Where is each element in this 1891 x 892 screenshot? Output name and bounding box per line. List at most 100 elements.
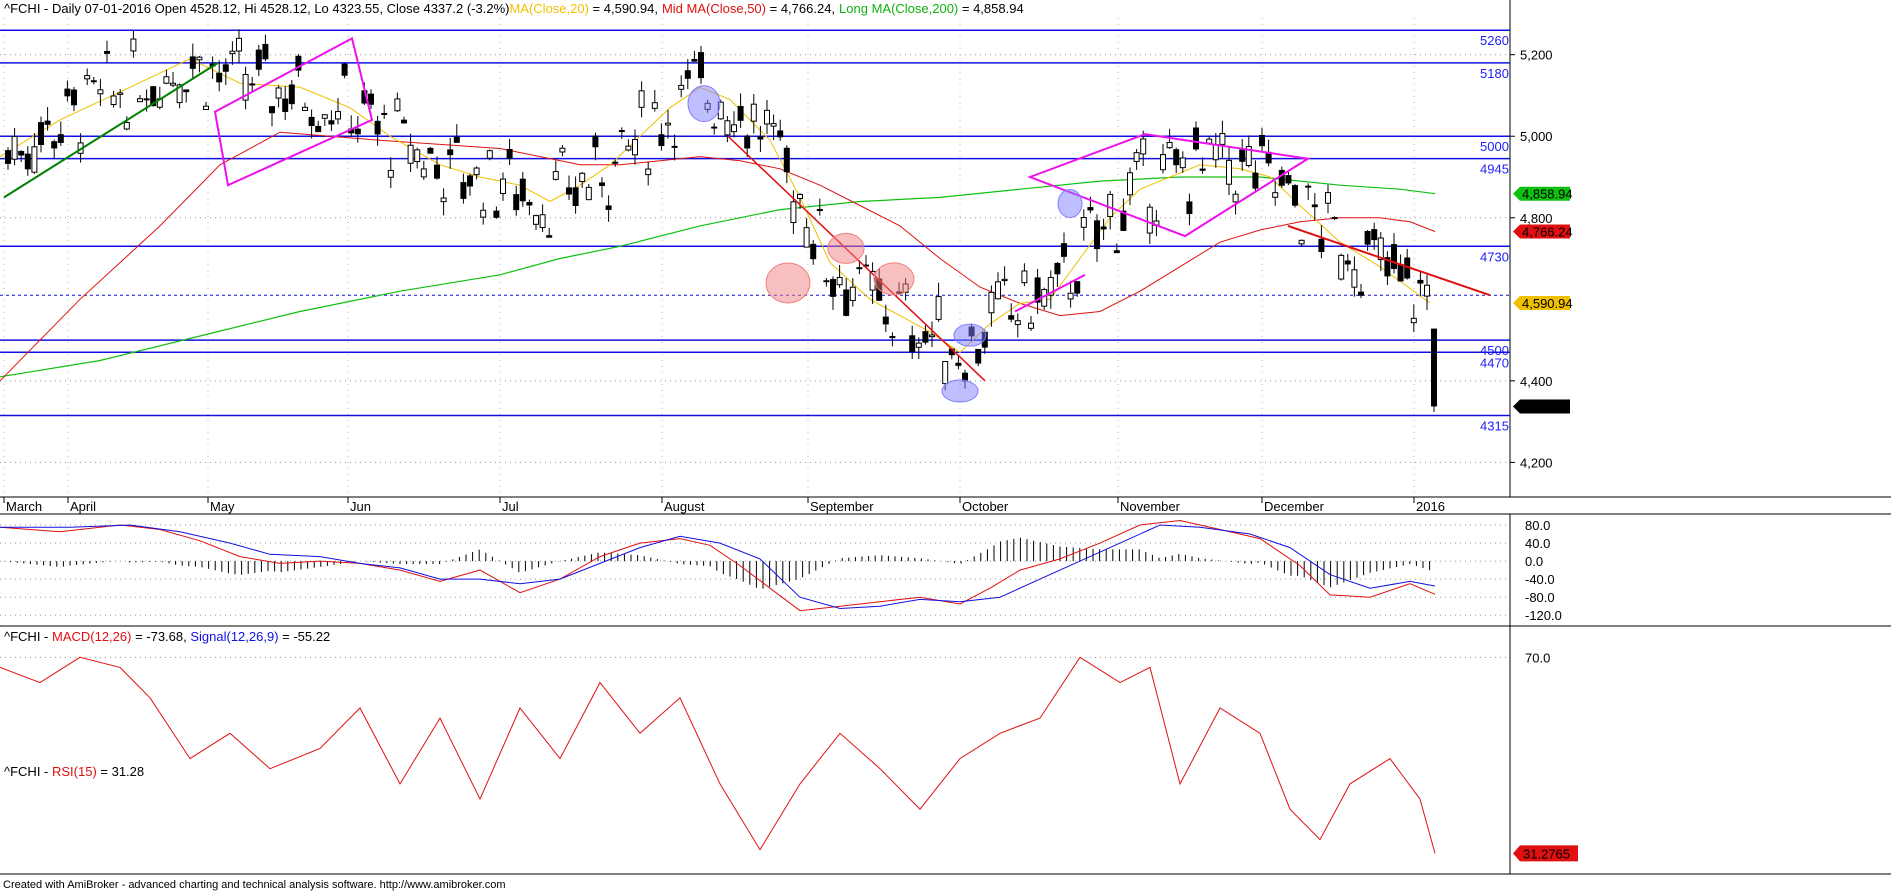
- candle-body: [764, 109, 770, 125]
- candle-body: [618, 130, 625, 133]
- candle-body: [889, 336, 896, 339]
- value-tag-bg: [1513, 224, 1570, 239]
- candle-body: [427, 147, 434, 154]
- highlight-ellipse: [1057, 189, 1083, 218]
- month-label: November: [1120, 499, 1181, 514]
- candle-body: [1067, 292, 1074, 300]
- candle-body: [1377, 237, 1384, 261]
- candle-body: [170, 82, 176, 86]
- candle-body: [414, 149, 421, 163]
- candle-body: [559, 147, 566, 153]
- highlight-ellipse: [827, 232, 865, 264]
- candle-body: [1008, 315, 1015, 320]
- diamond-nov: [1027, 133, 1311, 238]
- candle-body: [526, 201, 533, 206]
- rsi-label: RSI(15): [52, 764, 97, 779]
- candle-body: [909, 335, 916, 352]
- candle-body: [407, 144, 414, 164]
- candle-body: [84, 75, 91, 80]
- price-y-tick-label: 5,000: [1520, 129, 1553, 144]
- candle-body: [196, 56, 203, 61]
- candle-body: [1245, 146, 1252, 166]
- candle-body: [922, 331, 929, 343]
- candle-body: [995, 281, 1001, 300]
- ma200-value: = 4,858.94: [958, 1, 1023, 16]
- candle-body: [1021, 270, 1028, 284]
- candle-body: [1160, 154, 1166, 171]
- candle-body: [1173, 149, 1180, 166]
- candle-body: [150, 86, 157, 107]
- candle-body: [750, 103, 757, 122]
- candle-body: [1278, 169, 1285, 186]
- candle-body: [1140, 138, 1147, 155]
- candle-body: [546, 235, 553, 238]
- candle-body: [678, 84, 685, 90]
- month-label: 2016: [1416, 499, 1445, 514]
- candle-body: [315, 125, 322, 133]
- rsi-value: = 31.28: [97, 764, 144, 779]
- candle-body: [90, 80, 97, 83]
- rsi-value-tag-bg: [1513, 845, 1578, 862]
- candle-body: [1318, 238, 1325, 252]
- candle-body: [1417, 279, 1424, 284]
- candle-body: [203, 105, 209, 111]
- candle-body: [229, 50, 236, 55]
- candle-body: [988, 291, 995, 314]
- candle-body: [638, 90, 645, 108]
- candle-body: [849, 286, 856, 301]
- candle-body: [935, 296, 942, 320]
- candle-body: [533, 215, 539, 225]
- candle-body: [770, 123, 777, 127]
- candle-body: [44, 120, 51, 125]
- candle-body: [130, 38, 137, 52]
- candle-body: [302, 106, 308, 111]
- candle-body: [123, 122, 130, 130]
- value-tag-label: 4,858.94: [1522, 187, 1573, 202]
- candle-body: [262, 43, 269, 60]
- candle-body: [1212, 144, 1219, 161]
- level-label-5180: 5180: [1480, 66, 1509, 81]
- green-trendline: [3, 61, 219, 199]
- candle-body: [110, 95, 117, 106]
- rsi-panel: 70.0 31.2765: [0, 626, 1891, 875]
- month-label: October: [962, 499, 1009, 514]
- candle-body: [1047, 276, 1054, 296]
- candle-body: [513, 194, 520, 211]
- macd-panel: 80.0 40.0 0.0 -40.0 -80.0 -120.0: [0, 513, 1891, 627]
- candle-body: [394, 98, 401, 112]
- month-label: April: [70, 499, 96, 514]
- candle-body: [71, 89, 77, 106]
- candle-body: [295, 55, 302, 71]
- candle-body: [1305, 185, 1312, 188]
- candle-body: [777, 130, 784, 138]
- candle-body: [1331, 217, 1338, 220]
- candle-body: [843, 289, 850, 316]
- month-label: September: [810, 499, 874, 514]
- candle-body: [163, 76, 170, 84]
- candle-body: [942, 360, 949, 385]
- candle-body: [1061, 243, 1067, 257]
- candle-body: [480, 209, 487, 218]
- candle-body: [816, 208, 823, 212]
- candle-body: [1364, 231, 1371, 245]
- candle-body: [1344, 260, 1351, 265]
- rsi-value-tag-label: 31.2765: [1523, 846, 1570, 861]
- price-y-tick-label: 4,400: [1520, 374, 1553, 389]
- rsi-line: [0, 656, 1436, 854]
- candle-body: [1424, 284, 1430, 297]
- last-candle-body: [1431, 328, 1437, 407]
- candle-body: [724, 120, 731, 136]
- red-trendline-dec: [1287, 224, 1491, 297]
- candle-body: [189, 56, 196, 69]
- candle-body: [1397, 264, 1404, 282]
- candle-body: [1232, 193, 1239, 203]
- candle-body: [1186, 201, 1193, 215]
- ma20-label: MA(Close,20): [509, 1, 588, 16]
- candle-body: [368, 93, 374, 105]
- signal-label: Signal(12,26,9): [190, 629, 278, 644]
- month-label: May: [210, 499, 235, 514]
- candle-body: [836, 276, 843, 286]
- highlight-ellipse: [765, 262, 811, 304]
- candle-body: [269, 106, 275, 114]
